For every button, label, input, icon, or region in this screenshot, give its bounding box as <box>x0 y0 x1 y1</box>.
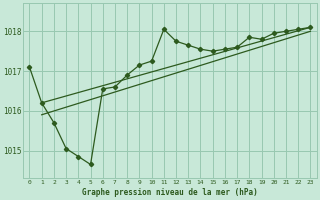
X-axis label: Graphe pression niveau de la mer (hPa): Graphe pression niveau de la mer (hPa) <box>82 188 258 197</box>
